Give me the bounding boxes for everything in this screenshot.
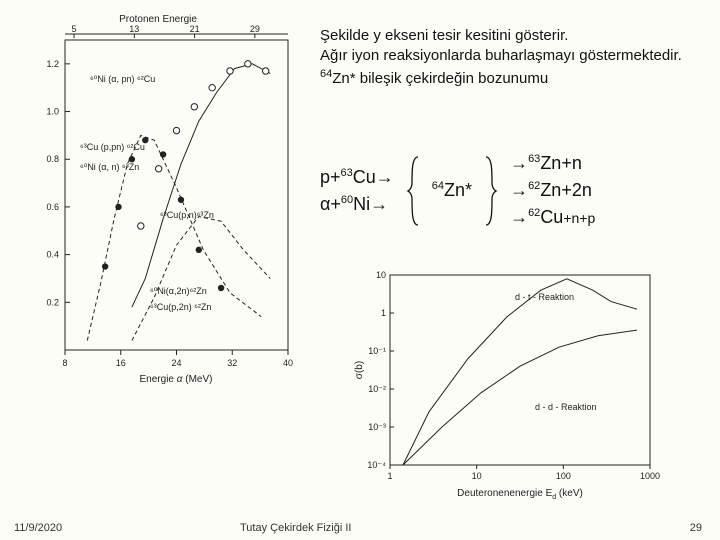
r-in1-post: Cu: [353, 167, 376, 187]
lg-top-tick: 13: [129, 24, 139, 34]
arrow-icon: →: [510, 153, 528, 173]
lg-y-tick: 1.0: [46, 107, 59, 117]
lg-y-tick: 0.8: [46, 154, 59, 164]
mid-label: Zn*: [444, 180, 472, 200]
caption-rest: Zn* bileşik çekirdeğin bozunumu: [332, 70, 548, 87]
lg-x-tick: 16: [116, 358, 126, 368]
o2: Zn+2n: [540, 180, 592, 200]
caption-block: Şekilde y ekseni tesir kesitini gösterir…: [320, 26, 700, 89]
lg-marker-open: [245, 61, 251, 67]
bg-y-tick: 10⁻¹: [368, 346, 386, 356]
lg-top-tick: 21: [190, 24, 200, 34]
lg-label-f: ⁶³Cu(p,2n) ⁶²Zn: [150, 302, 211, 312]
lg-marker-filled: [196, 247, 202, 253]
lg-marker-open: [263, 68, 269, 74]
lg-curve: [132, 64, 270, 307]
arrow-icon: →: [370, 194, 388, 214]
o1-sup: 63: [528, 153, 540, 165]
lg-marker-filled: [115, 204, 121, 210]
bg-x-tick: 100: [556, 471, 571, 481]
lg-x-tick: 8: [62, 358, 67, 368]
mid-sup: 64: [432, 180, 444, 192]
left-xlabel: Energie α (MeV): [140, 374, 213, 385]
footer-date: 11/9/2020: [14, 522, 62, 534]
lg-label-d: ⁶³Cu(p,n)⁶³Zn: [160, 210, 214, 220]
bg-y-tick: 10: [376, 270, 386, 280]
arrow-icon: →: [510, 180, 528, 200]
lg-marker-filled: [102, 263, 108, 269]
lg-y-tick: 1.2: [46, 59, 59, 69]
lg-x-tick: 32: [227, 358, 237, 368]
bg-x-tick: 1: [387, 471, 392, 481]
lg-marker-open: [227, 68, 233, 74]
reactions-block: p+63Cu→ α+60Ni→ 64Zn* →63Zn+n →62Zn+2n →…: [320, 150, 595, 231]
bg-curve: [403, 279, 637, 465]
lg-marker-open: [173, 127, 179, 133]
excitation-function-graph: σ(b) 10 1 10⁻¹ 10⁻² 10⁻³ 10⁻⁴ 1 10 100 1000 Deut…: [340, 260, 670, 505]
lg-label-c: ⁶⁰Ni (α, n) ⁶³Zn: [80, 162, 139, 172]
lg-x-tick: 24: [171, 358, 181, 368]
reaction-out-2: →62Zn+2n: [510, 177, 595, 204]
brace-left-icon: [406, 155, 420, 227]
bg-y-tick: 10⁻²: [368, 384, 386, 394]
lg-top-tick: 29: [250, 24, 260, 34]
reaction-outputs: →63Zn+n →62Zn+2n →62Cu+n+p: [510, 150, 595, 231]
o1: Zn+n: [540, 153, 582, 173]
lg-y-tick: 0.2: [46, 297, 59, 307]
bg-y-tick: 10⁻⁴: [367, 460, 386, 470]
lg-top-tick: 5: [72, 24, 77, 34]
bg-y-tick: 1: [381, 308, 386, 318]
o2-sup: 62: [528, 180, 540, 192]
r-in2-pre: α+: [320, 194, 341, 214]
o3b: +n+p: [563, 210, 595, 226]
r-in2-post: Ni: [353, 194, 370, 214]
lg-curve: [132, 217, 270, 341]
lg-marker-filled: [218, 285, 224, 291]
lg-y-tick: 0.4: [46, 250, 59, 260]
footer-page: 29: [690, 522, 702, 534]
bg-x-tick: 1000: [640, 471, 660, 481]
arrow-icon: →: [510, 207, 528, 227]
lg-label-e: ⁶⁰Ni(α,2n)⁶²Zn: [150, 286, 207, 296]
compound-nucleus: 64Zn*: [432, 180, 472, 201]
lg-marker-filled: [178, 197, 184, 203]
reaction-out-1: →63Zn+n: [510, 150, 595, 177]
bg-label-bottom: d - d - Reaktion: [535, 402, 597, 412]
o3-sup: 62: [528, 207, 540, 219]
bg-curve: [403, 330, 637, 465]
lg-marker-filled: [160, 151, 166, 157]
reaction-in-1: p+63Cu→: [320, 164, 394, 191]
lg-marker-open: [209, 84, 215, 90]
caption-sup: 64: [320, 68, 332, 80]
arrow-icon: →: [376, 167, 394, 187]
reaction-out-3: →62Cu+n+p: [510, 204, 595, 231]
caption-line3: 64Zn* bileşik çekirdeğin bozunumu: [320, 67, 700, 89]
reaction-inputs: p+63Cu→ α+60Ni→: [320, 164, 394, 218]
brace-right-icon: [484, 155, 498, 227]
r-in2-sup: 60: [341, 194, 353, 206]
cross-section-graph: Protonen Energie 5132129 1.21.00.80.60.4…: [10, 10, 305, 388]
bg-ylabel: σ(b): [354, 361, 365, 379]
footer-title: Tutay Çekirdek Fiziği II: [240, 522, 351, 534]
o3a: Cu: [540, 207, 563, 227]
bg-xlabel: Deuteronenenergie Ed (keV): [457, 488, 583, 501]
lg-marker-open: [138, 223, 144, 229]
lg-label-b: ⁶³Cu (p,pn) ⁶²Cu: [80, 142, 145, 152]
reaction-in-2: α+60Ni→: [320, 191, 394, 218]
lg-label-a: ⁶⁰Ni (α, pn) ⁶²Cu: [90, 74, 155, 84]
r-in1-sup: 63: [341, 167, 353, 179]
lg-marker-open: [191, 104, 197, 110]
caption-line2: Ağır iyon reaksiyonlarda buharlaşmayı gö…: [320, 46, 700, 66]
lg-marker-open: [155, 166, 161, 172]
bg-x-tick: 10: [472, 471, 482, 481]
r-in1-pre: p+: [320, 167, 341, 187]
bg-y-tick: 10⁻³: [368, 422, 386, 432]
bg-label-top: d - t - Reaktion: [515, 292, 574, 302]
lg-y-tick: 0.6: [46, 202, 59, 212]
lg-x-tick: 40: [283, 358, 293, 368]
caption-line1: Şekilde y ekseni tesir kesitini gösterir…: [320, 26, 700, 46]
